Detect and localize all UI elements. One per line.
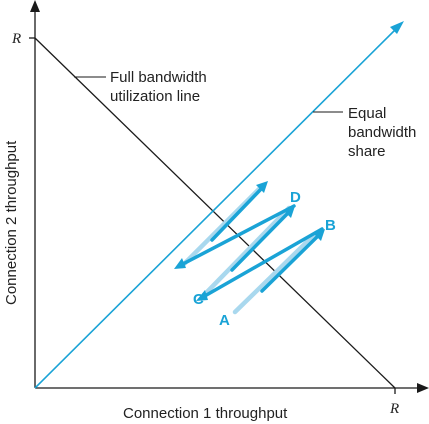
x-axis-title: Connection 1 throughput	[123, 405, 288, 422]
equal-share-label-line-2: bandwidth	[348, 124, 416, 141]
segment-e-to-f	[179, 183, 265, 269]
point-label-d: D	[290, 189, 301, 206]
equal-share-label-line-1: Equal	[348, 105, 386, 122]
point-label-a: A	[219, 312, 230, 329]
arrow-b-to-c	[201, 227, 324, 299]
x-axis-max-label: R	[389, 401, 399, 417]
arrow-a-to-b-head	[313, 229, 325, 241]
arrow-c-to-d	[230, 209, 292, 272]
arrow-c-to-d-head	[283, 206, 295, 218]
arrow-a-to-b	[260, 232, 322, 293]
equal-bandwidth-share-line	[34, 27, 398, 389]
arrow-e-to-f	[210, 185, 265, 242]
arrow-b-to-c-head	[196, 290, 208, 301]
full-bandwidth-utilization-line	[34, 37, 396, 389]
arrow-d-to-e	[179, 204, 296, 267]
y-axis-title: Connection 2 throughput	[3, 140, 20, 305]
equal-share-label-line-3: share	[348, 143, 386, 160]
arrow-d-to-e-head	[174, 258, 186, 269]
equal-share-arrowhead	[390, 21, 404, 34]
point-label-b: B	[325, 217, 336, 234]
y-axis-max-label: R	[11, 31, 21, 47]
x-axis-arrowhead	[417, 383, 429, 393]
full-bandwidth-label-line-2: utilization line	[110, 88, 200, 105]
point-label-c: C	[193, 291, 204, 308]
y-axis-arrowhead	[30, 0, 40, 12]
segment-c-to-d	[204, 205, 292, 295]
arrow-e-to-f-head	[256, 181, 268, 193]
segment-a-to-b	[232, 230, 319, 315]
full-bandwidth-label-line-1: Full bandwidth	[110, 69, 207, 86]
